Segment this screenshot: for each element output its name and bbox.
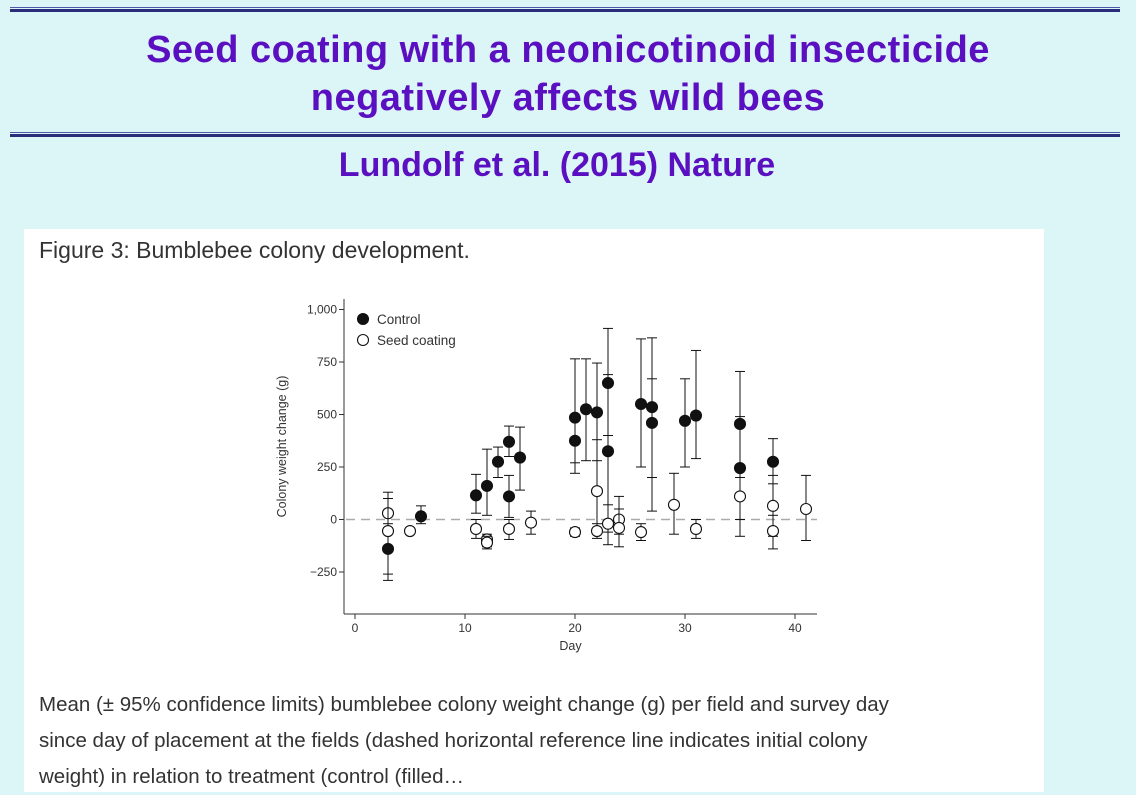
series-control [381,327,780,581]
scatter-chart: 0 10 20 30 40 −250 0 250 500 750 1,000 Day Colony we… [275,299,817,653]
data-point [381,524,395,538]
slide-subtitle: Lundolf et al. (2015) Nature [338,146,776,184]
top-divider [10,7,1120,12]
data-point [414,510,428,523]
data-point [645,416,659,429]
data-point [568,434,582,447]
data-point [480,479,494,492]
data-point [733,490,747,503]
y-tick-label: 750 [317,355,337,369]
legend-marker [356,333,370,347]
figure-heading: Figure 3: Bumblebee colony development. [39,237,470,263]
y-tick-label: 250 [317,460,337,474]
data-point [634,397,648,411]
data-point [689,522,703,536]
data-point [524,516,538,529]
data-point [469,522,483,536]
data-point [568,526,582,539]
figure-panel: Figure 3: Bumblebee colony development. … [24,229,1044,792]
data-point [678,414,692,427]
legend-label: Control [377,312,421,327]
y-tick-label: 1,000 [307,303,337,317]
bottom-divider [10,132,1120,137]
caption-line-2: since day of placement at the fields (da… [39,729,868,752]
legend-label: Seed coating [377,333,456,348]
data-point [612,521,626,534]
caption-line-1: Mean (± 95% confidence limits) bumblebee… [39,693,889,716]
data-point [491,455,505,468]
caption-line-3: weight) in relation to treatment (contro… [39,765,464,788]
data-point [403,524,417,538]
slide-title: Seed coating with a neonicotinoid insect… [0,26,1136,122]
data-point [766,524,780,538]
y-tick-label: 500 [317,408,337,422]
data-point [601,445,615,458]
chart-axes: 0 10 20 30 40 −250 0 250 500 750 1,000 Day Colony we… [275,299,817,653]
x-tick-label: 0 [352,621,359,635]
y-axis-title: Colony weight change (g) [275,376,289,518]
data-point [667,498,681,511]
data-point [502,435,516,448]
y-tick-label: −250 [310,565,337,579]
data-point [469,489,483,502]
data-point [502,490,516,503]
figure-caption: Mean (± 95% confidence limits) bumblebee… [39,687,1039,795]
data-point [590,406,604,419]
data-point [502,522,516,536]
data-point [579,403,593,416]
x-axis-title: Day [559,639,582,653]
x-tick-label: 40 [788,621,802,635]
x-tick-label: 30 [678,621,692,635]
x-tick-label: 10 [458,621,472,635]
data-point [590,524,604,538]
data-point [766,455,780,468]
data-point [766,499,780,512]
data-point [634,526,648,539]
slide-title-line-2: negatively affects wild bees [310,77,826,119]
chart-legend: Control Seed coating [356,312,456,348]
legend-marker [356,312,370,326]
data-point [480,536,494,549]
data-point [601,517,615,530]
data-point [799,502,813,516]
series-seed-coating [381,439,813,575]
slide-title-line-1: Seed coating with a neonicotinoid insect… [146,29,990,71]
data-point [513,451,527,464]
data-point [689,409,703,422]
chart-series-group [381,327,813,581]
y-tick-label: 0 [330,513,337,527]
data-point [590,485,604,498]
x-tick-label: 20 [568,621,582,635]
